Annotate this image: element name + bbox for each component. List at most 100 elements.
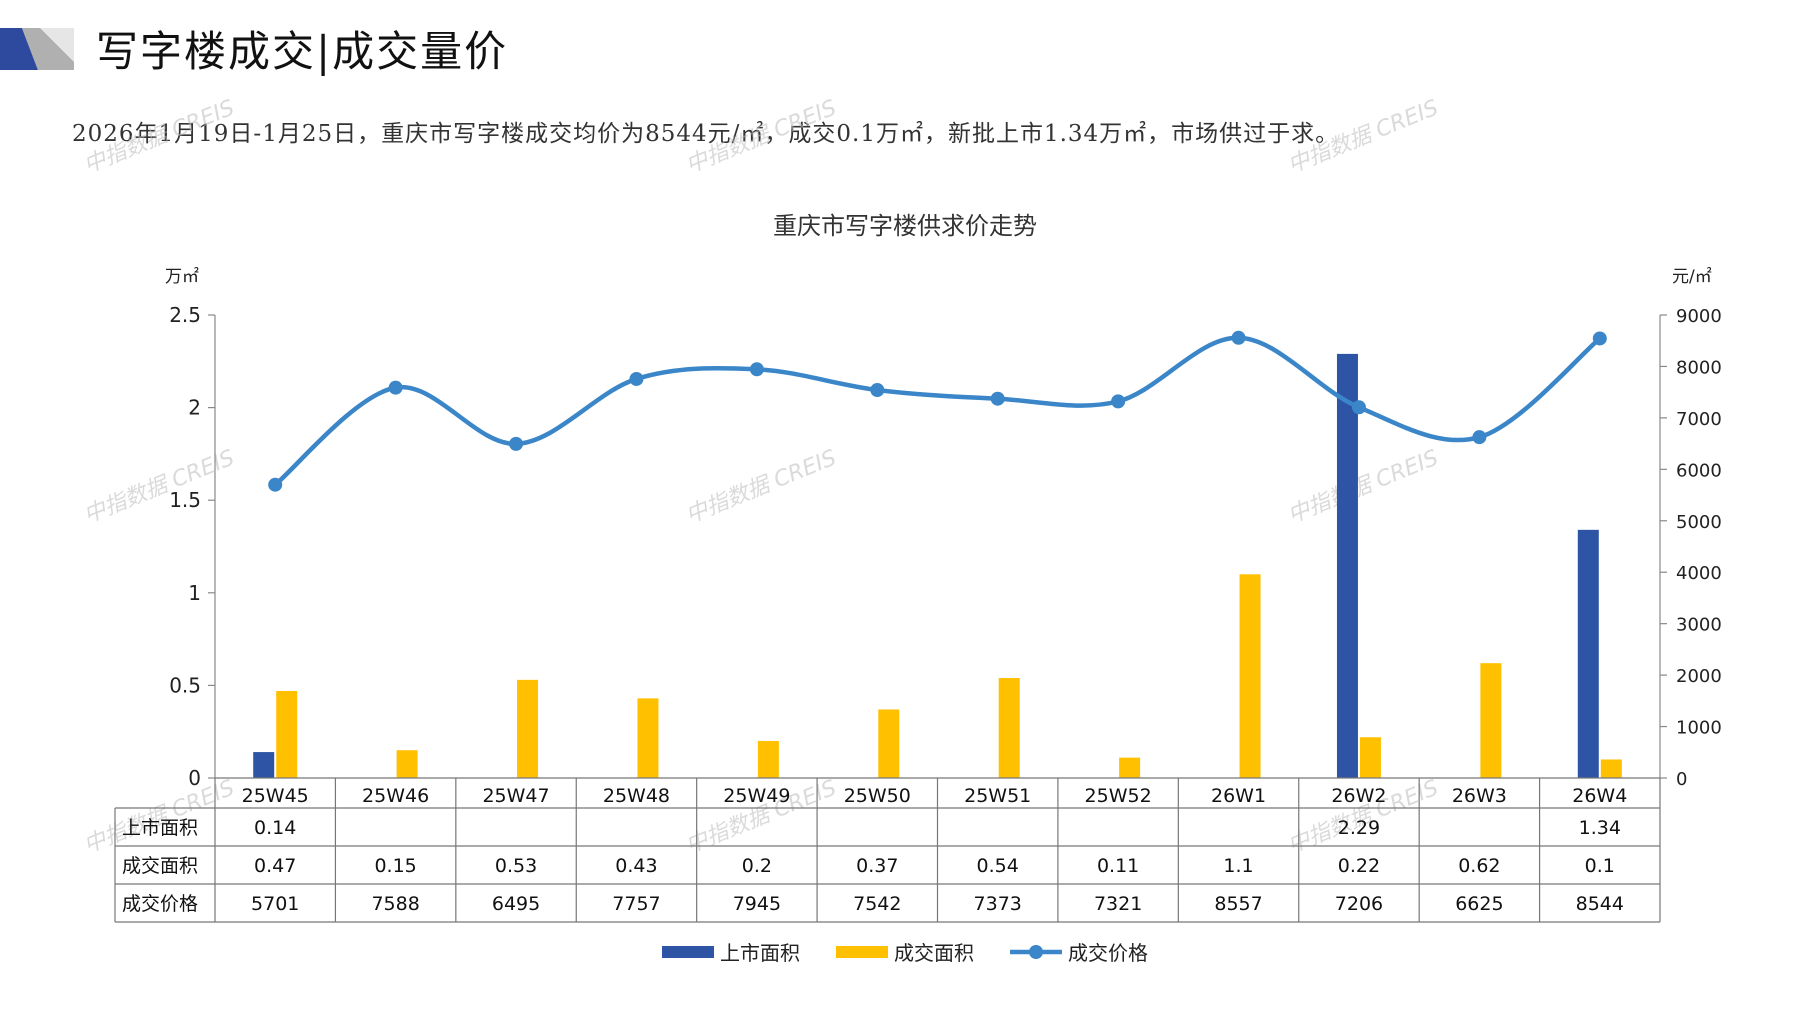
deal-area-bar bbox=[878, 709, 900, 778]
data-label: 8544 bbox=[1576, 893, 1624, 915]
data-label: 7757 bbox=[612, 893, 660, 915]
y-left-tick-label: 0.5 bbox=[169, 673, 201, 697]
bars bbox=[253, 353, 1622, 778]
data-label: 1.1 bbox=[1223, 855, 1253, 877]
y-right-tick-label: 0 bbox=[1676, 769, 1687, 790]
x-tick-label: 25W51 bbox=[964, 785, 1031, 807]
data-label: 1.34 bbox=[1579, 817, 1621, 839]
y-left-tick-label: 0 bbox=[188, 766, 201, 790]
x-tick-label: 26W2 bbox=[1331, 785, 1386, 807]
supply-bar bbox=[1336, 353, 1358, 778]
logo-light-shape bbox=[40, 28, 74, 62]
data-label: 0.14 bbox=[254, 817, 296, 839]
data-table: 25W45 25W46 25W47 25W48 25W49 25W50 25W51 25W52… bbox=[114, 777, 1661, 923]
data-label: 2.29 bbox=[1338, 817, 1380, 839]
data-label: 0.53 bbox=[495, 855, 537, 877]
x-tick-label: 26W3 bbox=[1452, 785, 1507, 807]
logo-dark-shape bbox=[0, 28, 38, 70]
y-left-tick-label: 2.5 bbox=[169, 303, 201, 327]
deal-area-bar bbox=[1359, 737, 1381, 778]
deal-area-bar bbox=[396, 750, 418, 778]
x-tick-label: 25W48 bbox=[603, 785, 670, 807]
y-right-tick-label: 6000 bbox=[1676, 460, 1722, 481]
y-left-unit: 万㎡ bbox=[165, 267, 199, 287]
price-point bbox=[870, 383, 885, 398]
supply-bar bbox=[1577, 529, 1599, 778]
price-line-group bbox=[268, 330, 1607, 492]
table-row-header: 成交面积 bbox=[122, 855, 198, 877]
price-point bbox=[1472, 430, 1487, 445]
data-label: 7321 bbox=[1094, 893, 1142, 915]
data-label: 8557 bbox=[1214, 893, 1262, 915]
x-tick-label: 25W49 bbox=[723, 785, 790, 807]
x-tick-label: 25W45 bbox=[242, 785, 309, 807]
legend: 上市面积 成交面积 成交价格 bbox=[662, 941, 1148, 965]
data-label: 0.54 bbox=[977, 855, 1019, 877]
deal-area-bar bbox=[757, 740, 779, 778]
price-point bbox=[990, 391, 1005, 406]
data-label: 0.1 bbox=[1585, 855, 1615, 877]
y-left-tick-label: 1.5 bbox=[169, 488, 201, 512]
y-right-tick-label: 3000 bbox=[1676, 615, 1722, 636]
data-label: 0.11 bbox=[1097, 855, 1139, 877]
price-point bbox=[1592, 331, 1607, 346]
summary-text: 2026年1月19日-1月25日，重庆市写字楼成交均价为8544元/㎡，成交0.… bbox=[72, 121, 1340, 147]
data-label: 7588 bbox=[371, 893, 419, 915]
price-point bbox=[749, 362, 764, 377]
y-right-tick-label: 4000 bbox=[1676, 563, 1722, 584]
price-line bbox=[272, 335, 1603, 487]
legend-swatch-deal-area bbox=[836, 946, 888, 958]
deal-area-bar bbox=[517, 679, 539, 778]
data-label: 5701 bbox=[251, 893, 299, 915]
price-point bbox=[629, 371, 644, 386]
data-label: 0.62 bbox=[1458, 855, 1500, 877]
y-right-tick-label: 8000 bbox=[1676, 357, 1722, 378]
legend-label: 成交价格 bbox=[1068, 941, 1148, 965]
x-tick-label: 25W50 bbox=[844, 785, 911, 807]
legend-swatch-price-point bbox=[1029, 945, 1043, 959]
data-label: 7542 bbox=[853, 893, 901, 915]
legend-swatch-supply bbox=[662, 946, 714, 958]
y-left-tick-label: 2 bbox=[188, 396, 201, 420]
deal-area-bar bbox=[276, 690, 298, 778]
legend-label: 上市面积 bbox=[720, 941, 800, 965]
y-right-tick-label: 9000 bbox=[1676, 306, 1722, 327]
y-right-tick-label: 5000 bbox=[1676, 512, 1722, 533]
table-row-header: 成交价格 bbox=[122, 893, 198, 915]
chart-title: 重庆市写字楼供求价走势 bbox=[773, 212, 1037, 240]
deal-area-bar bbox=[998, 677, 1020, 778]
y-right-tick-label: 1000 bbox=[1676, 718, 1722, 739]
axes: 0 0.5 1 1.5 2 2.5 0 1000 2000 3000 4000 5000 6000 700… bbox=[169, 303, 1722, 790]
data-label: 0.22 bbox=[1338, 855, 1380, 877]
data-label: 7945 bbox=[733, 893, 781, 915]
x-tick-label: 25W47 bbox=[482, 785, 549, 807]
header-logo bbox=[0, 28, 74, 70]
supply-bar bbox=[253, 752, 275, 778]
data-label: 0.37 bbox=[856, 855, 898, 877]
y-left-tick-label: 1 bbox=[188, 581, 201, 605]
price-point bbox=[268, 477, 283, 492]
x-tick-label: 25W46 bbox=[362, 785, 429, 807]
price-point bbox=[509, 436, 524, 451]
price-point bbox=[388, 380, 403, 395]
price-point bbox=[1231, 330, 1246, 345]
x-tick-label: 26W4 bbox=[1572, 785, 1627, 807]
page-title: 写字楼成交|成交量价 bbox=[96, 27, 509, 76]
legend-label: 成交面积 bbox=[894, 941, 974, 965]
deal-area-bar bbox=[1119, 757, 1141, 778]
x-tick-label: 26W1 bbox=[1211, 785, 1266, 807]
data-label: 0.43 bbox=[615, 855, 657, 877]
data-label: 0.47 bbox=[254, 855, 296, 877]
data-label: 6625 bbox=[1455, 893, 1503, 915]
data-label: 7373 bbox=[974, 893, 1022, 915]
deal-area-bar bbox=[637, 698, 659, 778]
deal-area-bar bbox=[1480, 663, 1502, 778]
data-label: 0.2 bbox=[742, 855, 772, 877]
deal-area-bar bbox=[1239, 574, 1261, 778]
x-tick-label: 25W52 bbox=[1085, 785, 1152, 807]
price-point bbox=[1351, 400, 1366, 415]
deal-area-bar bbox=[1600, 759, 1622, 778]
y-right-tick-label: 2000 bbox=[1676, 666, 1722, 687]
y-right-unit: 元/㎡ bbox=[1672, 267, 1712, 287]
